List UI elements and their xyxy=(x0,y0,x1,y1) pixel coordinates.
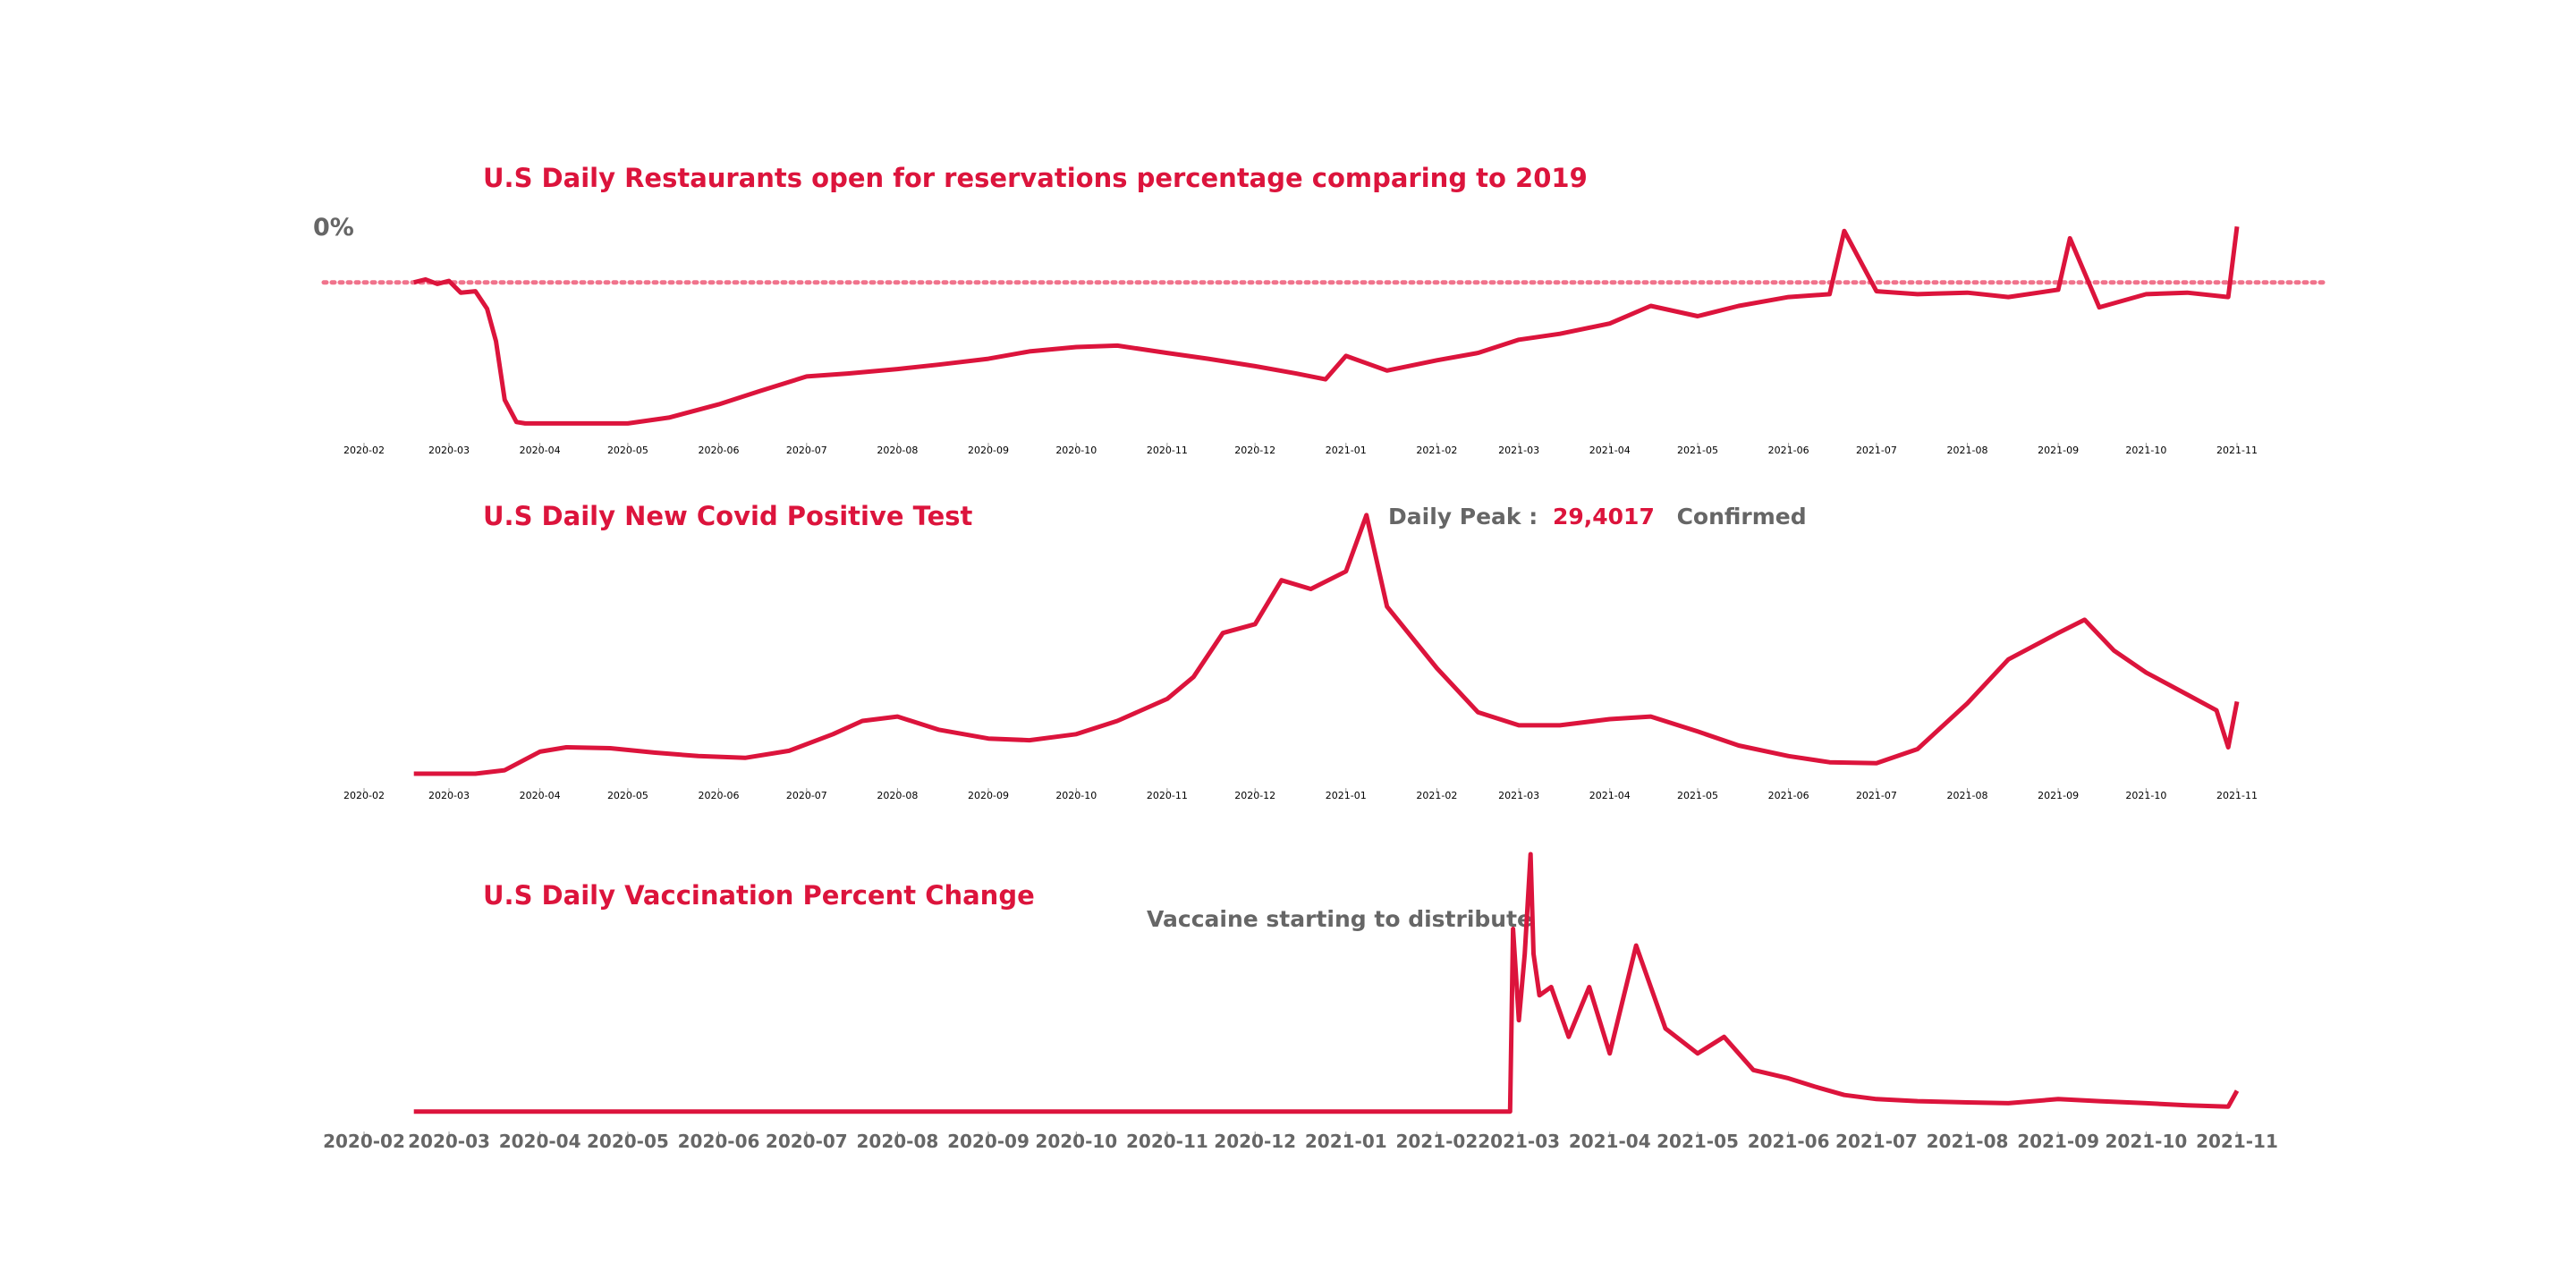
covid-x-tick-label: 2021-10 xyxy=(2125,790,2166,801)
vaccination-x-tick-label: 2020-02 xyxy=(323,1131,405,1152)
vaccination-x-tick-label: 2021-02 xyxy=(1395,1131,1478,1152)
covid-x-tick-label: 2021-09 xyxy=(2038,790,2079,801)
covid-chart-title: U.S Daily New Covid Positive Test xyxy=(483,501,973,531)
restaurant-x-tick-label: 2021-11 xyxy=(2216,445,2258,456)
restaurant-x-tick-label: 2021-06 xyxy=(1768,445,1809,456)
covid-x-tick-label: 2021-11 xyxy=(2216,790,2258,801)
restaurant-x-tick-label: 2021-03 xyxy=(1498,445,1539,456)
covid-x-ticks: 2020-02 2020-03 2020-04 2020-05 2020-06 2020-… xyxy=(343,788,2258,801)
restaurant-x-tick-label: 2020-12 xyxy=(1234,445,1275,456)
vaccination-x-tick-label: 2021-11 xyxy=(2196,1131,2278,1152)
restaurant-x-tick-label: 2020-11 xyxy=(1147,445,1188,456)
daily-peak-value: 29,4017 xyxy=(1553,504,1655,530)
covid-x-tick-label: 2021-03 xyxy=(1498,790,1539,801)
covid-chart: U.S Daily New Covid Positive Test Daily … xyxy=(343,501,2258,801)
vaccination-x-tick-label: 2020-09 xyxy=(947,1131,1030,1152)
vaccination-chart-title: U.S Daily Vaccination Percent Change xyxy=(483,880,1035,911)
vaccination-x-tick-label: 2020-08 xyxy=(857,1131,939,1152)
covid-x-tick-label: 2020-04 xyxy=(520,790,561,801)
covid-x-tick-label: 2021-04 xyxy=(1589,790,1631,801)
restaurant-x-tick-label: 2021-04 xyxy=(1589,445,1631,456)
covid-x-tick-label: 2020-08 xyxy=(877,790,918,801)
vaccination-x-tick-label: 2021-04 xyxy=(1569,1131,1651,1152)
covid-x-tick-label: 2020-12 xyxy=(1234,790,1275,801)
covid-x-tick-label: 2020-03 xyxy=(428,790,470,801)
vaccination-x-tick-label: 2021-06 xyxy=(1748,1131,1830,1152)
restaurant-x-tick-label: 2021-09 xyxy=(2038,445,2079,456)
vaccination-x-tick-label: 2021-09 xyxy=(2017,1131,2099,1152)
covid-x-tick-label: 2020-06 xyxy=(699,790,740,801)
restaurant-x-tick-label: 2021-05 xyxy=(1677,445,1718,456)
restaurant-x-tick-label: 2021-02 xyxy=(1416,445,1457,456)
restaurant-x-tick-label: 2020-05 xyxy=(607,445,648,456)
vaccination-x-tick-label: 2021-08 xyxy=(1927,1131,2009,1152)
restaurant-x-tick-label: 2021-08 xyxy=(1947,445,1988,456)
vaccination-x-tick-label: 2021-03 xyxy=(1478,1131,1560,1152)
covid-x-tick-label: 2021-07 xyxy=(1856,790,1897,801)
covid-series-line xyxy=(413,513,2240,776)
vaccination-x-tick-label: 2020-11 xyxy=(1126,1131,1208,1152)
restaurant-x-tick-label: 2020-02 xyxy=(343,445,385,456)
vaccination-x-tick-label: 2020-12 xyxy=(1214,1131,1296,1152)
covid-x-tick-label: 2020-10 xyxy=(1055,790,1097,801)
restaurant-x-ticks: 2020-02 2020-03 2020-04 2020-05 2020-06 2020-… xyxy=(343,443,2258,456)
restaurant-x-tick-label: 2020-04 xyxy=(520,445,561,456)
daily-peak-suffix: Confirmed xyxy=(1677,504,1807,530)
vaccination-chart: U.S Daily Vaccination Percent Change Vac… xyxy=(323,852,2278,1152)
daily-peak-annotation: Daily Peak : 29,4017 Confirmed xyxy=(1388,504,1807,530)
covid-x-tick-label: 2021-01 xyxy=(1326,790,1367,801)
covid-x-tick-label: 2021-02 xyxy=(1416,790,1457,801)
vaccination-x-tick-label: 2021-05 xyxy=(1657,1131,1739,1152)
restaurant-x-tick-label: 2020-06 xyxy=(699,445,740,456)
restaurant-x-tick-label: 2021-10 xyxy=(2125,445,2166,456)
vaccination-x-ticks: 2020-02 2020-03 2020-04 2020-05 2020-06 2020-… xyxy=(323,1131,2278,1152)
restaurant-chart-title: U.S Daily Restaurants open for reservati… xyxy=(483,163,1588,193)
covid-x-tick-label: 2020-02 xyxy=(343,790,385,801)
daily-peak-prefix: Daily Peak : xyxy=(1388,504,1538,530)
vaccination-x-tick-label: 2021-07 xyxy=(1835,1131,1918,1152)
restaurant-x-tick-label: 2021-01 xyxy=(1326,445,1367,456)
restaurant-x-tick-label: 2020-09 xyxy=(968,445,1009,456)
covid-x-tick-label: 2020-11 xyxy=(1147,790,1188,801)
vaccination-x-tick-label: 2021-01 xyxy=(1305,1131,1387,1152)
restaurant-series-line xyxy=(413,225,2240,426)
restaurant-x-tick-label: 2020-10 xyxy=(1055,445,1097,456)
vaccination-x-tick-label: 2020-06 xyxy=(678,1131,760,1152)
vaccination-x-tick-label: 2021-10 xyxy=(2106,1131,2188,1152)
covid-x-tick-label: 2021-05 xyxy=(1677,790,1718,801)
vaccination-x-tick-label: 2020-10 xyxy=(1035,1131,1117,1152)
restaurant-x-tick-label: 2020-08 xyxy=(877,445,918,456)
restaurant-x-tick-label: 2021-07 xyxy=(1856,445,1897,456)
restaurant-x-tick-label: 2020-07 xyxy=(786,445,827,456)
vaccination-x-tick-label: 2020-05 xyxy=(587,1131,669,1152)
covid-x-tick-label: 2021-08 xyxy=(1947,790,1988,801)
zero-percent-label: 0% xyxy=(313,214,354,242)
covid-x-tick-label: 2020-05 xyxy=(607,790,648,801)
restaurant-chart: U.S Daily Restaurants open for reservati… xyxy=(313,163,2326,456)
vaccination-x-tick-label: 2020-07 xyxy=(766,1131,848,1152)
vaccination-series-line xyxy=(413,852,2240,1114)
vaccination-x-tick-label: 2020-03 xyxy=(408,1131,490,1152)
restaurant-x-tick-label: 2020-03 xyxy=(428,445,470,456)
covid-x-tick-label: 2021-06 xyxy=(1768,790,1809,801)
vaccine-distribution-annotation: Vaccaine starting to distribute xyxy=(1147,906,1532,932)
covid-x-tick-label: 2020-09 xyxy=(968,790,1009,801)
covid-x-tick-label: 2020-07 xyxy=(786,790,827,801)
vaccination-x-tick-label: 2020-04 xyxy=(499,1131,581,1152)
